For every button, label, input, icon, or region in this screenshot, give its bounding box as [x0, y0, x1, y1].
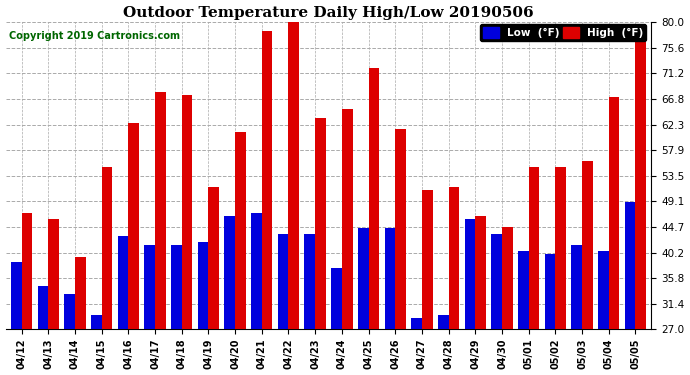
Bar [304, 234, 315, 329]
Bar [128, 123, 139, 329]
Bar [64, 294, 75, 329]
Bar [144, 245, 155, 329]
Bar [208, 187, 219, 329]
Bar [278, 234, 288, 329]
Bar [358, 228, 368, 329]
Bar [101, 167, 112, 329]
Bar [464, 219, 475, 329]
Bar [155, 92, 166, 329]
Legend: Low  (°F), High  (°F): Low (°F), High (°F) [480, 24, 647, 41]
Bar [118, 236, 128, 329]
Bar [315, 118, 326, 329]
Bar [544, 254, 555, 329]
Bar [491, 234, 502, 329]
Bar [518, 251, 529, 329]
Bar [331, 268, 342, 329]
Bar [11, 262, 21, 329]
Bar [171, 245, 181, 329]
Bar [384, 228, 395, 329]
Bar [422, 190, 433, 329]
Bar [21, 213, 32, 329]
Title: Outdoor Temperature Daily High/Low 20190506: Outdoor Temperature Daily High/Low 20190… [124, 6, 534, 20]
Bar [582, 161, 593, 329]
Text: Copyright 2019 Cartronics.com: Copyright 2019 Cartronics.com [9, 32, 180, 41]
Bar [624, 202, 635, 329]
Bar [181, 94, 193, 329]
Bar [448, 187, 460, 329]
Bar [288, 19, 299, 329]
Bar [571, 245, 582, 329]
Bar [411, 318, 422, 329]
Bar [235, 132, 246, 329]
Bar [251, 213, 262, 329]
Bar [609, 98, 620, 329]
Bar [368, 69, 380, 329]
Bar [37, 286, 48, 329]
Bar [342, 109, 353, 329]
Bar [75, 257, 86, 329]
Bar [502, 226, 513, 329]
Bar [224, 216, 235, 329]
Bar [262, 31, 273, 329]
Bar [598, 251, 609, 329]
Bar [438, 315, 449, 329]
Bar [475, 216, 486, 329]
Bar [555, 167, 566, 329]
Bar [529, 167, 540, 329]
Bar [198, 242, 208, 329]
Bar [48, 219, 59, 329]
Bar [91, 315, 101, 329]
Bar [395, 129, 406, 329]
Bar [635, 42, 646, 329]
